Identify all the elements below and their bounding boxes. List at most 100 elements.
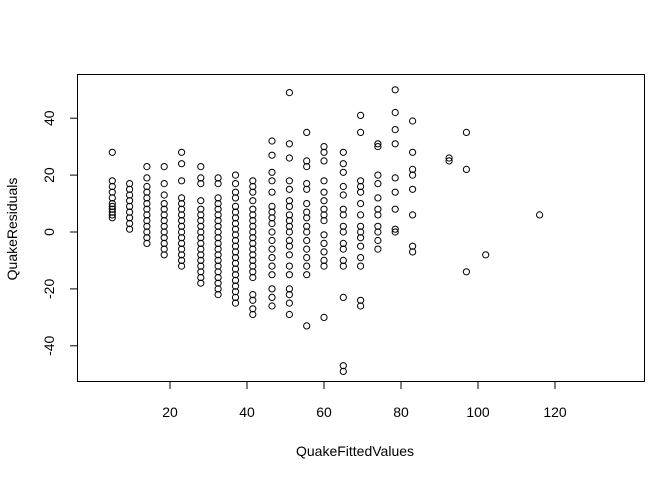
data-point (231, 171, 240, 179)
data-point (339, 148, 347, 156)
data-point (268, 228, 276, 236)
data-point (285, 140, 293, 148)
data-point (445, 154, 453, 162)
data-point (374, 236, 382, 245)
data-point (249, 251, 257, 259)
y-axis: -40 -20 0 20 40 (41, 110, 78, 356)
data-point (303, 228, 311, 236)
data-point (214, 279, 222, 287)
data-point (357, 302, 365, 310)
data-point (320, 157, 328, 165)
data-point (197, 180, 205, 188)
data-point (536, 211, 544, 219)
data-point (249, 296, 257, 304)
data-point (357, 188, 365, 196)
data-point (391, 140, 399, 148)
data-point (462, 268, 470, 276)
data-point (339, 367, 347, 375)
data-point (285, 228, 293, 236)
data-point (268, 219, 276, 228)
data-point (178, 148, 186, 156)
data-point (303, 245, 311, 253)
data-points (108, 86, 544, 375)
data-point (339, 191, 347, 199)
data-point (160, 200, 168, 208)
data-point (285, 291, 293, 299)
x-tick-label: 80 (393, 404, 409, 420)
data-point (197, 197, 205, 205)
data-point (231, 254, 240, 262)
data-point (285, 310, 293, 319)
data-point (178, 262, 186, 270)
data-point (320, 217, 328, 225)
x-tick-label: 100 (466, 404, 490, 420)
data-point (285, 185, 293, 193)
data-point (231, 299, 240, 307)
data-point (268, 293, 276, 301)
data-point (409, 248, 417, 256)
data-point (320, 197, 328, 205)
data-point (268, 151, 276, 159)
data-point (303, 271, 311, 279)
data-point (126, 225, 134, 233)
data-point (268, 262, 276, 270)
data-point (268, 236, 276, 245)
data-point (320, 231, 328, 239)
data-point (357, 128, 365, 136)
data-point (285, 154, 293, 162)
y-tick-label: 40 (41, 110, 57, 126)
data-point (391, 205, 399, 213)
data-point (357, 254, 365, 262)
data-point (249, 262, 257, 270)
data-point (374, 140, 382, 148)
data-point (231, 282, 240, 290)
data-point (320, 313, 328, 321)
data-point (285, 271, 293, 279)
data-point (197, 279, 205, 287)
data-point (178, 251, 186, 259)
data-point (178, 160, 186, 168)
data-point (178, 200, 186, 208)
data-point (320, 188, 328, 196)
data-point (214, 180, 222, 188)
data-point (249, 310, 257, 319)
data-point (214, 291, 222, 299)
data-point (462, 128, 470, 136)
x-tick-label: 20 (162, 404, 178, 420)
data-point (214, 200, 222, 208)
y-tick-label: 0 (41, 228, 57, 236)
data-point (160, 191, 168, 199)
data-point (339, 168, 347, 176)
data-point (249, 188, 257, 196)
data-point (391, 188, 399, 196)
y-tick-label: 20 (41, 167, 57, 183)
y-axis-title: QuakeResiduals (4, 178, 20, 281)
data-point (409, 117, 417, 125)
data-point (374, 180, 382, 188)
data-point (108, 200, 116, 208)
data-point (231, 288, 240, 296)
data-point (391, 225, 399, 233)
data-point (268, 245, 276, 253)
data-point (374, 211, 382, 219)
data-point (303, 128, 311, 136)
data-point (249, 291, 257, 299)
data-point (374, 228, 382, 236)
data-point (268, 285, 276, 293)
data-point (285, 242, 293, 250)
y-tick-label: -40 (41, 335, 57, 355)
data-point (339, 245, 347, 253)
data-point (339, 182, 347, 191)
x-tick-label: 120 (543, 404, 567, 420)
data-point (303, 185, 311, 193)
data-point (303, 322, 311, 330)
data-point (391, 108, 399, 117)
data-point (108, 214, 116, 222)
data-point (445, 157, 453, 165)
data-point (339, 362, 347, 370)
data-point (268, 177, 276, 185)
data-point (339, 293, 347, 301)
data-point (143, 174, 151, 182)
data-point (339, 262, 347, 270)
